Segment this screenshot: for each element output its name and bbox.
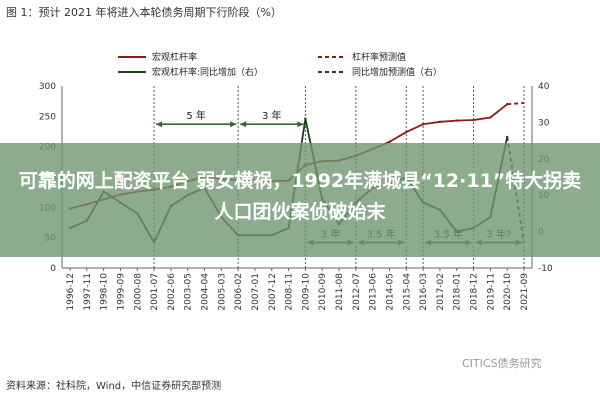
cycle-arrow-head-right — [230, 121, 237, 128]
cycle-arrow-label: 5 年 — [186, 109, 206, 122]
y-left-tick-label: 250 — [39, 112, 56, 122]
y-right-tick-label: 40 — [538, 82, 550, 92]
series-line-2 — [507, 102, 525, 106]
y-left-tick-label: 300 — [39, 82, 56, 92]
series-point-3 — [304, 117, 307, 120]
cycle-arrow-head-left — [156, 121, 163, 128]
legend-label: 宏观杠杆率:同比增加（右） — [152, 66, 263, 78]
overlay-headline-banner[interactable]: 可靠的网上配资平台 弱女横祸，1992年满城县“12·11”特大拐卖人口团伙案侦… — [0, 143, 600, 257]
x-tick-label: 2018-12 — [470, 273, 480, 311]
x-tick-label: 2017-02 — [436, 273, 446, 311]
y-left-tick-label: 0 — [50, 264, 56, 274]
series-point-1 — [405, 130, 408, 134]
x-tick-label: 2005-03 — [217, 273, 227, 311]
x-tick-label: 2014-05 — [385, 273, 395, 311]
figure-title: 图 1：预计 2021 年将进入本轮债务周期下行阶段（%） — [6, 6, 282, 19]
source-note: 资料来源：社科院，Wind，中信证券研究部预测 — [6, 381, 222, 392]
y-right-tick-label: 30 — [538, 118, 550, 128]
x-tick-label: 2007-01 — [251, 273, 261, 311]
x-tick-label: 1996-12 — [66, 273, 76, 311]
legend-label: 杠杆率预测值 — [352, 51, 406, 63]
x-tick-label: 2001-07 — [150, 273, 160, 311]
legend-label: 同比增加预测值（右） — [352, 66, 442, 78]
series-point-1 — [472, 118, 475, 122]
series-point-1 — [489, 116, 492, 119]
x-tick-label: 2003-05 — [184, 273, 194, 311]
cycle-arrow-label: 3 年 — [262, 109, 282, 122]
x-tick-label: 2008-11 — [285, 273, 295, 311]
x-tick-label: 2000-08 — [133, 273, 143, 311]
cycle-arrow-head-left — [240, 121, 247, 128]
legend-label: 宏观杠杆率 — [152, 51, 197, 63]
x-tick-label: 2012-07 — [352, 273, 362, 311]
x-tick-label: 2019-11 — [486, 273, 496, 311]
cycle-arrow-head-right — [297, 121, 304, 128]
x-tick-label: 1999-09 — [116, 273, 126, 311]
series-point-1 — [438, 120, 442, 123]
x-tick-label: 2018-01 — [453, 273, 463, 311]
series-point-1 — [388, 140, 391, 144]
x-tick-label: 1997-11 — [83, 273, 93, 311]
y-right-tick-label: -10 — [538, 264, 553, 274]
watermark-text: CITICS债务研究 — [462, 357, 542, 370]
x-tick-label: 2004-04 — [201, 273, 211, 311]
series-point-1 — [421, 123, 425, 126]
x-tick-label: 2016-03 — [419, 273, 429, 311]
x-tick-label: 2006-02 — [234, 273, 244, 311]
x-tick-label: 2009-10 — [301, 273, 311, 311]
series-point-1 — [455, 119, 458, 122]
x-tick-label: 2021-09 — [520, 273, 530, 311]
x-tick-label: 2011-08 — [335, 273, 345, 311]
x-tick-label: 2015-04 — [402, 273, 412, 311]
x-tick-label: 2007-12 — [268, 273, 278, 311]
x-tick-label: 2010-09 — [318, 273, 328, 311]
x-tick-label: 1998-10 — [100, 273, 110, 311]
x-tick-label: 2013-06 — [369, 273, 379, 311]
x-tick-label: 2020-10 — [503, 273, 513, 311]
x-tick-label: 2002-06 — [167, 273, 177, 311]
